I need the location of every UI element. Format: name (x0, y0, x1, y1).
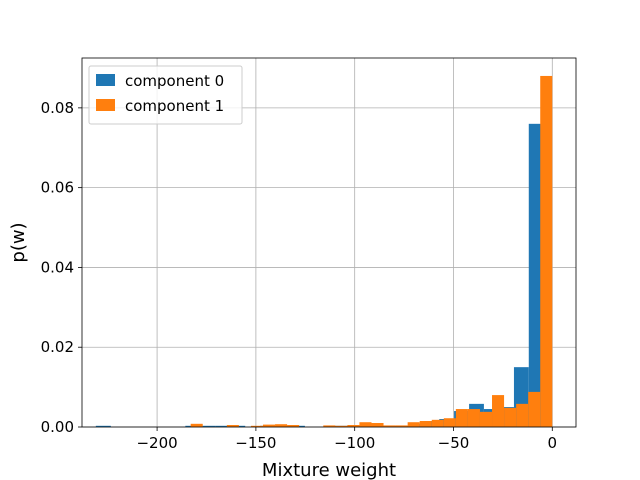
histogram-bar-component-1 (540, 75, 553, 427)
histogram-bars (95, 75, 553, 427)
plot-area-frame (81, 57, 577, 428)
x-tick-label: −200 (136, 434, 177, 452)
histogram-bar-component-1 (528, 391, 541, 427)
legend-label-component-1: component 1 (125, 97, 224, 115)
histogram-bar-component-1 (347, 425, 360, 427)
x-tick-label: −100 (334, 434, 375, 452)
legend-label-component-0: component 0 (125, 72, 224, 90)
histogram-bar-component-1 (190, 423, 203, 427)
histogram-bar-component-1 (275, 424, 288, 427)
y-axis-ticks: 0.00 0.02 0.04 0.06 0.08 (41, 99, 82, 436)
x-tick-label: −50 (438, 434, 470, 452)
y-tick-label: 0.00 (41, 418, 74, 436)
histogram-bar-component-1 (479, 411, 493, 427)
histogram-bar-component-1 (492, 395, 505, 427)
histogram-bar-component-1 (407, 422, 420, 427)
histogram-bar-component-1 (226, 425, 239, 427)
legend-swatch-component-1 (96, 99, 115, 111)
x-tick-label: −150 (235, 434, 276, 452)
histogram-bar-component-1 (467, 409, 480, 427)
x-axis-ticks: −200 −150 −100 −50 0 (136, 427, 557, 452)
histogram-bar-component-0 (528, 123, 544, 427)
histogram-bar-component-1 (335, 425, 348, 427)
histogram-bar-component-1 (419, 421, 432, 427)
legend-swatch-component-0 (96, 74, 115, 86)
histogram-bar-component-1 (431, 419, 444, 427)
y-tick-label: 0.08 (41, 99, 74, 117)
histogram-bar-component-1 (359, 422, 372, 427)
histogram-bar-component-1 (516, 403, 529, 427)
legend-box (88, 65, 243, 125)
histogram-bar-component-1 (371, 423, 384, 427)
histogram-bar-component-1 (250, 425, 264, 427)
histogram-bar-component-0 (95, 425, 111, 427)
histogram-bar-component-0 (215, 425, 231, 427)
histogram-bar-component-1 (443, 418, 456, 427)
histogram-bar-component-1 (323, 425, 336, 427)
x-tick-label: 0 (548, 434, 558, 452)
y-tick-label: 0.02 (41, 338, 74, 356)
legend: component 0 component 1 (88, 65, 243, 125)
histogram-bar-component-1 (455, 409, 468, 427)
y-tick-label: 0.06 (41, 179, 74, 197)
histogram-bar-component-0 (200, 425, 216, 427)
histogram-bar-component-1 (504, 407, 517, 427)
histogram-bar-component-1 (395, 425, 408, 427)
y-tick-label: 0.04 (41, 258, 74, 276)
x-axis-label: Mixture weight (262, 460, 396, 480)
histogram-bar-component-1 (263, 424, 276, 427)
histogram-bar-component-1 (287, 425, 300, 427)
y-axis-label: p(w) (8, 222, 29, 262)
histogram-bar-component-1 (383, 425, 396, 427)
